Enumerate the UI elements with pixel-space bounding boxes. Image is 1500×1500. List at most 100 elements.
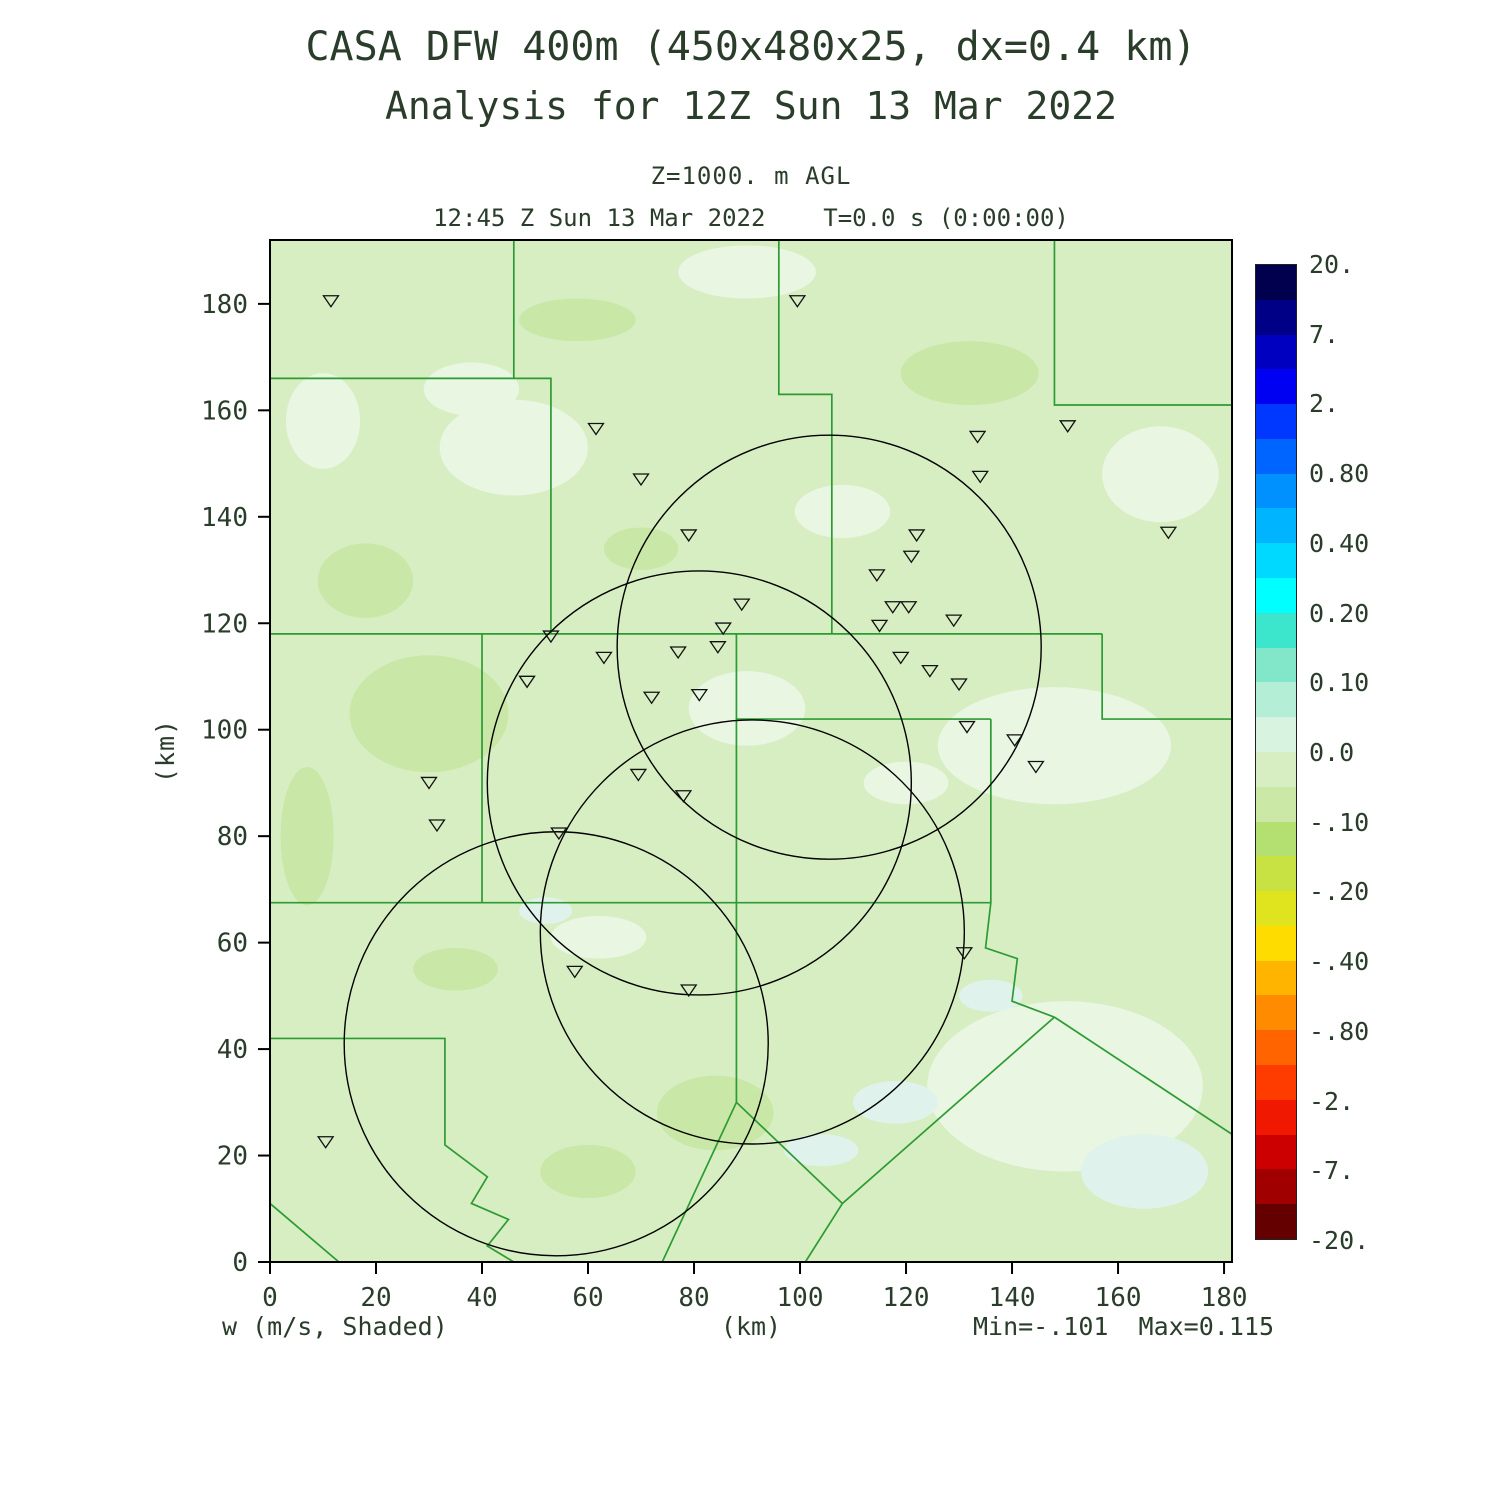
x-tick-label: 160 bbox=[1095, 1283, 1142, 1313]
y-tick-label: 120 bbox=[201, 609, 248, 639]
colorbar-segment bbox=[1256, 1064, 1296, 1100]
station-marker-icon bbox=[955, 947, 974, 960]
chart-title: CASA DFW 400m (450x480x25, dx=0.4 km) bbox=[305, 24, 1197, 70]
station-marker-icon bbox=[1058, 420, 1077, 433]
colorbar-labels: 20. 7. 2. 0.80 0.40 0.20 0.10 0.0 -.10 -.20 -.40 -.… bbox=[1309, 251, 1429, 1255]
county-boundary-line bbox=[270, 1202, 340, 1262]
x-tick-label: 80 bbox=[678, 1283, 709, 1313]
colorbar: 20. 7. 2. 0.80 0.40 0.20 0.10 0.0 -.10 -.20 -.40 -.… bbox=[1255, 251, 1435, 1255]
colorbar-segment bbox=[1256, 299, 1296, 335]
x-tick-label: 0 bbox=[262, 1283, 278, 1313]
map-layers bbox=[270, 240, 1232, 1262]
shaded-contour-patch bbox=[519, 298, 636, 342]
colorbar-segment bbox=[1256, 925, 1296, 961]
station-marker-icon bbox=[899, 601, 918, 614]
colorbar-segment bbox=[1256, 438, 1296, 474]
county-boundary-line bbox=[1053, 240, 1232, 406]
colorbar-segment bbox=[1256, 1099, 1296, 1135]
colorbar-segment bbox=[1256, 821, 1296, 857]
shaded-contour-patch bbox=[280, 766, 334, 906]
colorbar-segment bbox=[1256, 334, 1296, 370]
shaded-contour-patch bbox=[678, 245, 816, 299]
x-tick-label: 100 bbox=[777, 1283, 824, 1313]
y-tick-label: 0 bbox=[232, 1248, 248, 1278]
shaded-contour-patch bbox=[423, 362, 520, 416]
station-marker-icon bbox=[714, 622, 732, 636]
shaded-contour-patch bbox=[784, 1134, 859, 1167]
colorbar-segment bbox=[1256, 647, 1296, 683]
station-marker-icon bbox=[428, 819, 446, 833]
y-tick-label: 180 bbox=[201, 290, 248, 320]
station-marker-icon bbox=[632, 473, 650, 487]
x-tick-label: 140 bbox=[989, 1283, 1036, 1313]
station-marker-icon bbox=[950, 678, 968, 692]
station-marker-icon bbox=[550, 827, 568, 841]
x-tick-label: 40 bbox=[466, 1283, 497, 1313]
shaded-contour-patch bbox=[413, 947, 498, 991]
shaded-contour-patch bbox=[519, 897, 573, 924]
station-marker-icon bbox=[868, 569, 886, 582]
colorbar-tick-label: 2. bbox=[1309, 389, 1340, 419]
station-marker-icon bbox=[669, 646, 687, 660]
shaded-contour-patch bbox=[900, 341, 1039, 406]
min-max-label: Min=-.101 Max=0.115 bbox=[972, 1312, 1274, 1341]
station-marker-icon bbox=[884, 601, 902, 614]
station-marker-icon bbox=[870, 619, 889, 633]
station-marker-icon bbox=[679, 529, 698, 543]
colorbar-segment bbox=[1256, 369, 1296, 405]
colorbar-segment bbox=[1256, 682, 1296, 718]
shaded-contour-patch bbox=[349, 655, 509, 773]
station-marker-icon bbox=[322, 295, 340, 308]
colorbar-tick-label: -2. bbox=[1309, 1086, 1355, 1116]
station-marker-icon bbox=[958, 720, 976, 734]
station-marker-icon bbox=[316, 1136, 335, 1149]
colorbar-segment bbox=[1256, 508, 1296, 544]
colorbar-segment bbox=[1256, 265, 1296, 300]
county-boundary-line bbox=[984, 902, 1055, 1018]
county-boundary-line bbox=[1101, 633, 1232, 720]
radar-range-circle bbox=[343, 831, 769, 1257]
level-label: Z=1000. m AGL bbox=[650, 162, 852, 190]
colorbar-tick-label: 7. bbox=[1309, 319, 1340, 349]
map-plot: 0 20 40 60 80 100 120 140 160 180 0 20 40 60 80 100 120 1… bbox=[151, 239, 1248, 1313]
station-marker-icon bbox=[629, 768, 648, 782]
colorbar-segment bbox=[1256, 1204, 1296, 1239]
shaded-contour-patch bbox=[317, 543, 414, 618]
station-marker-icon bbox=[679, 984, 698, 998]
county-boundary-line bbox=[270, 1037, 515, 1262]
x-tick-label: 120 bbox=[883, 1283, 930, 1313]
shaded-variable-label: w (m/s, Shaded) bbox=[222, 1312, 448, 1341]
colorbar-tick-label: -.20 bbox=[1309, 877, 1370, 907]
colorbar-tick-label: 0.40 bbox=[1309, 528, 1370, 558]
county-boundary-line bbox=[661, 1101, 738, 1262]
county-boundary-line bbox=[513, 377, 552, 634]
colorbar-segment bbox=[1256, 1169, 1296, 1205]
y-tick-label: 140 bbox=[201, 503, 248, 533]
shaded-contour-patch bbox=[285, 373, 361, 469]
shaded-contour-patch bbox=[550, 916, 647, 959]
shaded-contour-patch bbox=[863, 761, 949, 805]
y-tick-label: 20 bbox=[217, 1142, 248, 1172]
shaded-contour-patch bbox=[688, 671, 806, 746]
station-marker-icon bbox=[690, 688, 709, 702]
colorbar-tick-label: -.80 bbox=[1309, 1016, 1370, 1046]
y-tick-label: 40 bbox=[217, 1035, 248, 1065]
colorbar-segment bbox=[1256, 995, 1296, 1031]
station-marker-icon bbox=[420, 776, 438, 790]
station-marker-icon bbox=[642, 691, 661, 705]
colorbar-segment bbox=[1256, 891, 1296, 926]
colorbar-tick-label: -.40 bbox=[1309, 947, 1370, 977]
colorbar-segment bbox=[1256, 960, 1296, 996]
radar-range-circle bbox=[486, 570, 913, 996]
shaded-contour-patch bbox=[540, 1144, 636, 1199]
y-axis-label: (km) bbox=[151, 719, 180, 783]
x-tick-label: 180 bbox=[1201, 1283, 1248, 1313]
y-tick-label: 80 bbox=[217, 822, 248, 852]
colorbar-tick-label: 0.10 bbox=[1309, 668, 1370, 698]
station-marker-icon bbox=[566, 965, 584, 979]
shaded-contour-patch bbox=[656, 1075, 774, 1151]
station-marker-icon bbox=[595, 651, 613, 665]
station-marker-icon bbox=[674, 790, 693, 803]
shaded-contour-patch bbox=[794, 484, 891, 539]
